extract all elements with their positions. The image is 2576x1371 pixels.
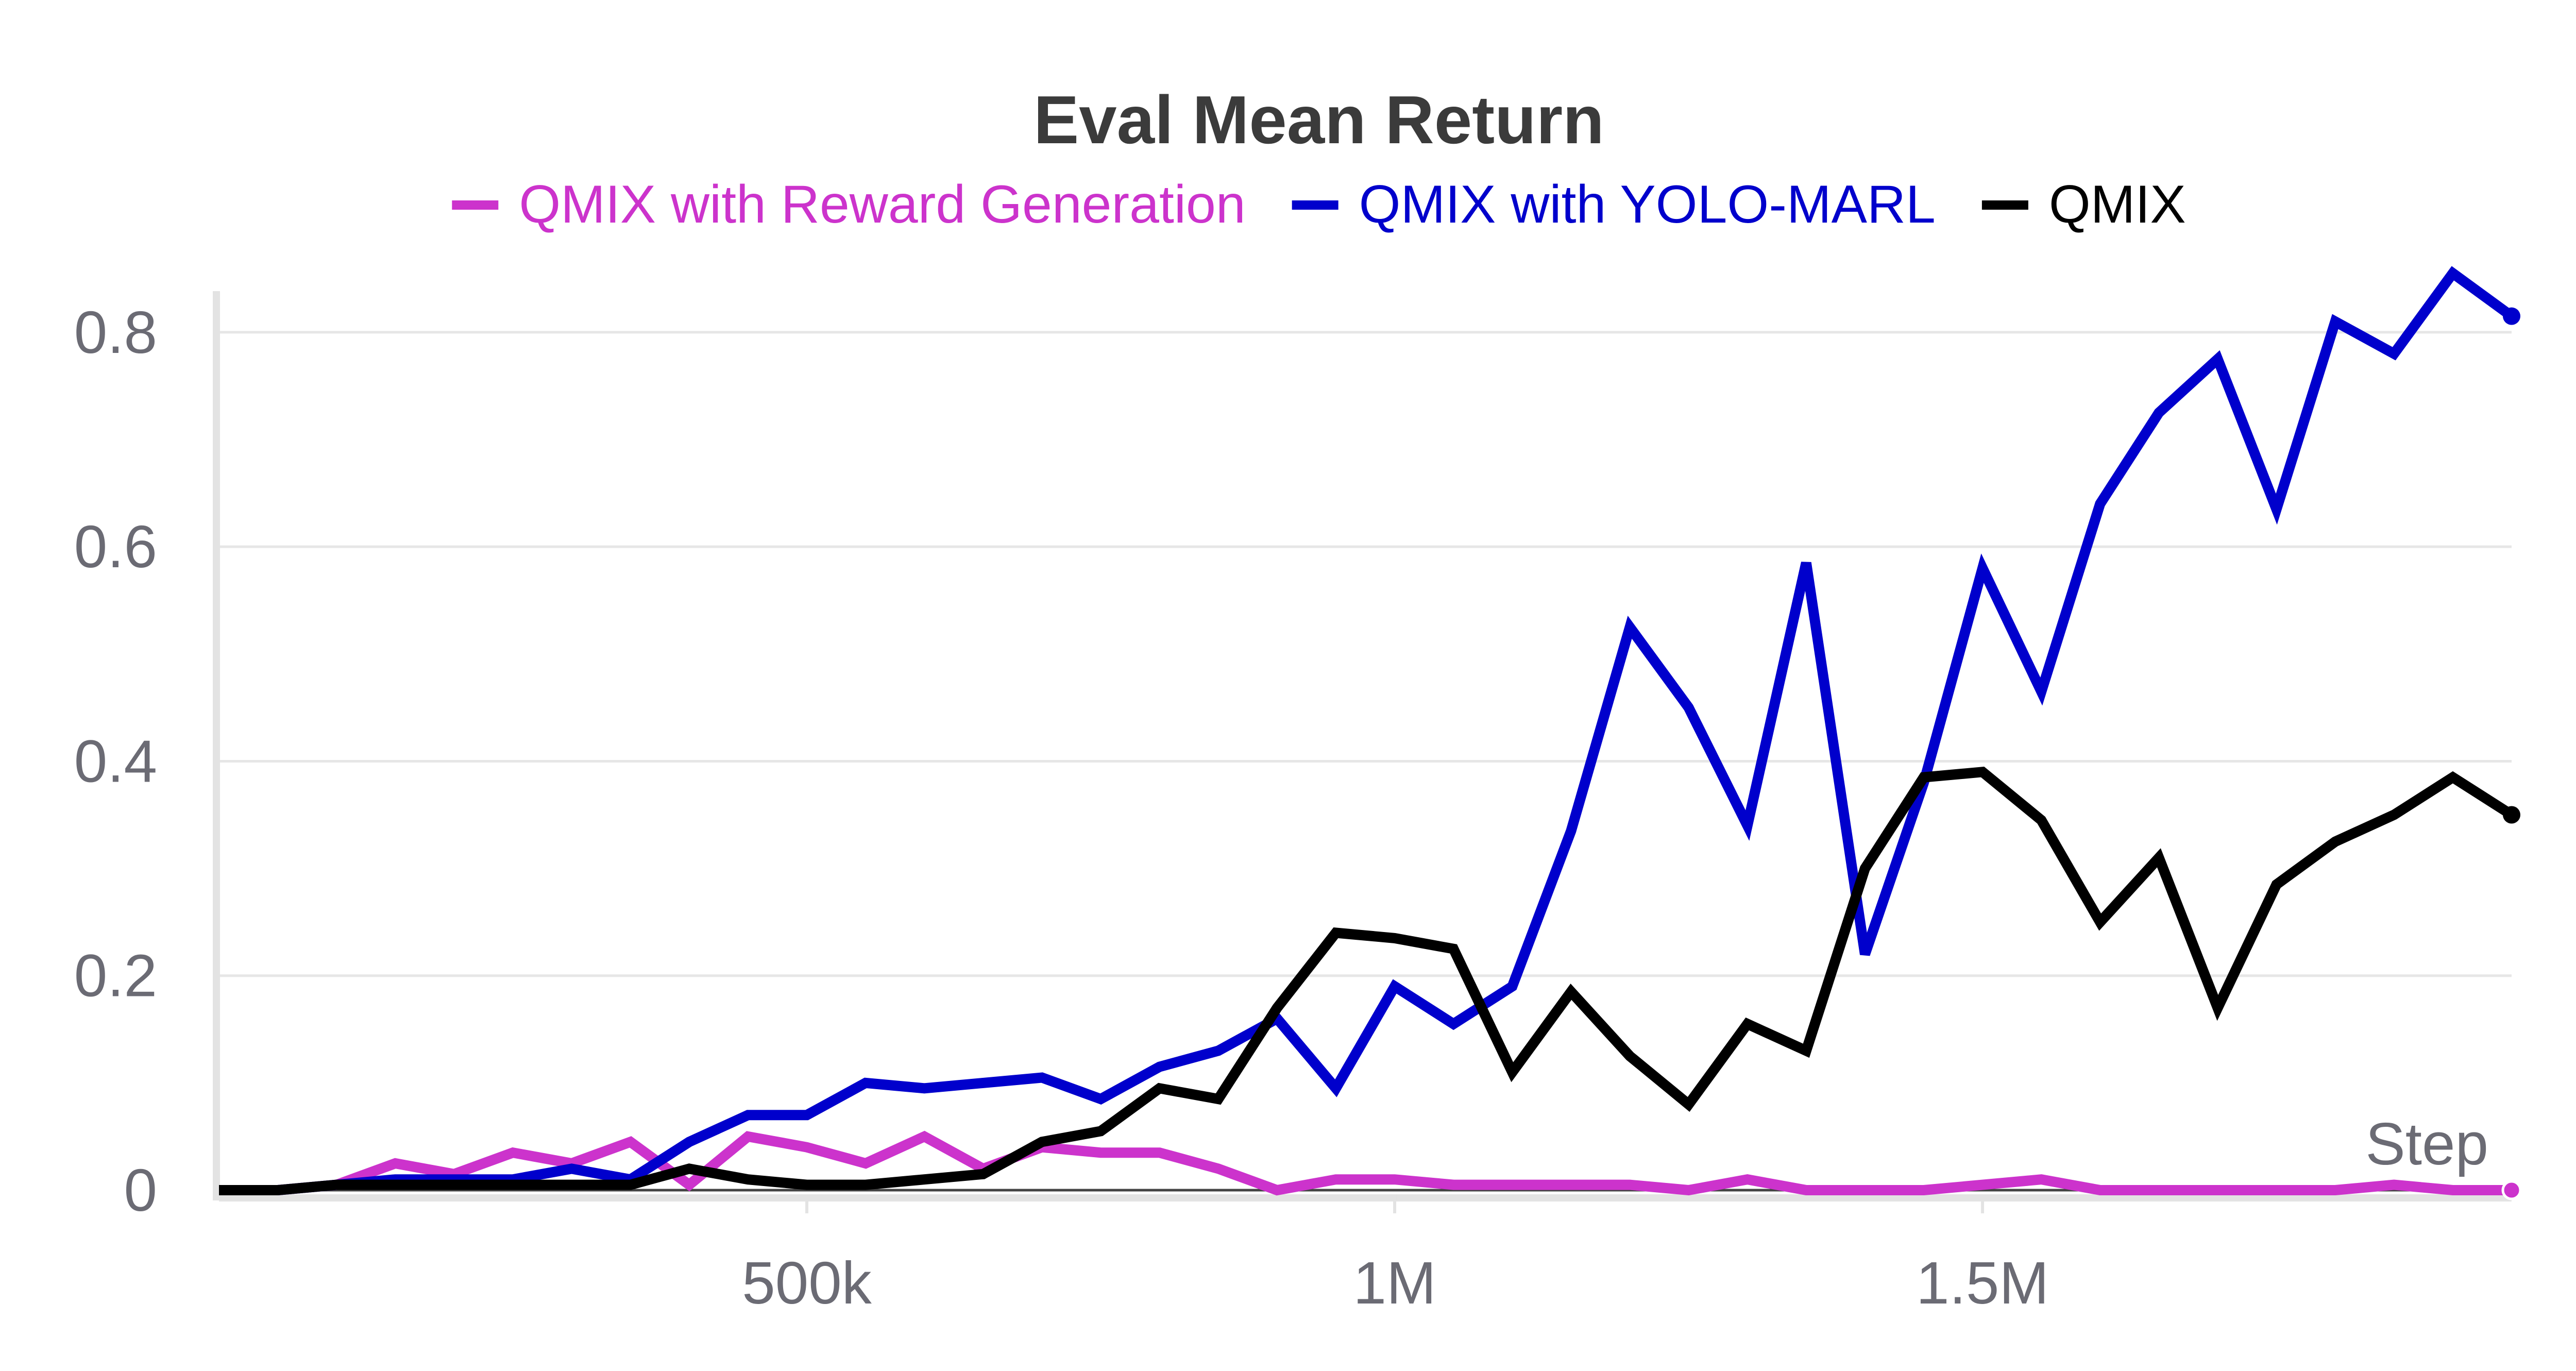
y-tick-label-4: 0.8 bbox=[74, 299, 157, 366]
x-axis-label: Step bbox=[2365, 1110, 2488, 1177]
legend-label: QMIX with Reward Generation bbox=[519, 175, 1245, 234]
series-line-qmix-with-reward-generation bbox=[219, 1130, 2512, 1196]
series-line-qmix-with-yolo-marl bbox=[219, 266, 2515, 1195]
x-tick-label-0: 500k bbox=[742, 1249, 872, 1316]
x-tick-label-1: 1M bbox=[1353, 1249, 1436, 1316]
x-tick-label-2: 1.5M bbox=[1916, 1249, 2049, 1316]
series-line-qmix bbox=[219, 766, 2515, 1195]
legend-item-qmix-with-reward-generation[interactable]: QMIX with Reward Generation bbox=[452, 175, 1246, 234]
y-tick-label-0: 0 bbox=[124, 1157, 157, 1224]
series-group bbox=[219, 266, 2522, 1200]
legend-label: QMIX with YOLO-MARL bbox=[1359, 175, 1936, 234]
y-tick-label-1: 0.2 bbox=[74, 942, 157, 1009]
series-end-point-qmix bbox=[2503, 806, 2520, 824]
legend-label: QMIX bbox=[2049, 175, 2186, 234]
chart-title: Eval Mean Return bbox=[1033, 82, 1604, 158]
legend-item-qmix[interactable]: QMIX bbox=[1981, 175, 2186, 234]
series-end-point-qmix-with-yolo-marl bbox=[2503, 307, 2520, 325]
y-tick-label-3: 0.6 bbox=[74, 513, 157, 580]
legend-item-qmix-with-yolo-marl[interactable]: QMIX with YOLO-MARL bbox=[1292, 175, 1936, 234]
series-end-point-qmix-with-reward-generation bbox=[2501, 1180, 2522, 1200]
y-tick-label-2: 0.4 bbox=[74, 727, 157, 794]
grid: 0 0.2 0.4 0.6 0.8 bbox=[74, 299, 2512, 1224]
legend: QMIX with Reward Generation QMIX with YOL… bbox=[452, 175, 2186, 234]
